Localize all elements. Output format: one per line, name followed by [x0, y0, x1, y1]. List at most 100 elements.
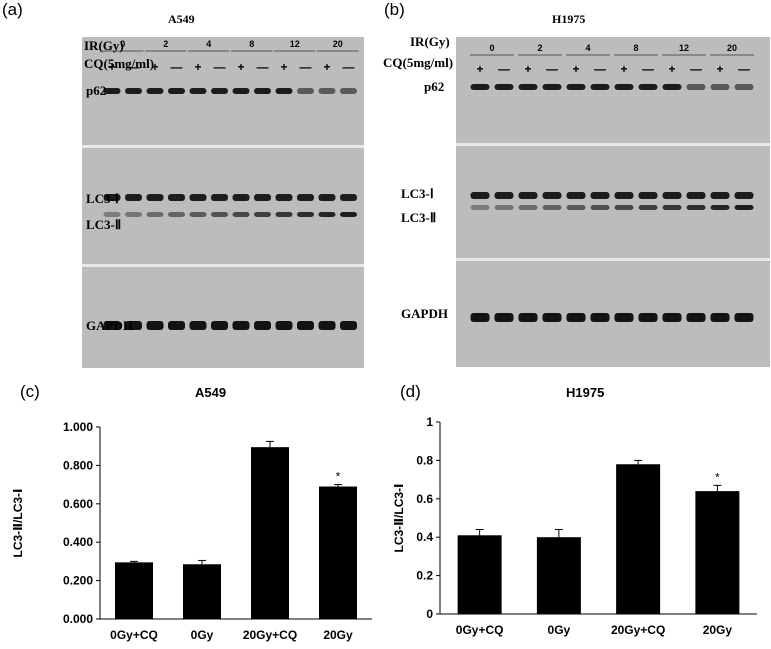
- p62-band: [734, 84, 754, 90]
- y-tick-label: 1: [426, 415, 433, 429]
- y-axis-label: LC3-Ⅱ/LC3-Ⅰ: [392, 483, 406, 552]
- cq-plus-sign: +: [323, 60, 330, 74]
- dose-label-20: 20: [333, 39, 343, 49]
- significance-mark: *: [715, 470, 720, 484]
- gapdh-band: [168, 321, 185, 330]
- chart-d: 0 0.2 0.4 0.6 0.8 1 LC3-Ⅱ/LC3-Ⅰ 0Gy+CQ 0Gy 20Gy+C…: [392, 415, 757, 637]
- cq-minus-sign: —: [690, 62, 702, 76]
- lc3-i-band: [103, 194, 121, 201]
- y-tick-label: 1.000: [63, 420, 93, 434]
- lc3-i-band: [566, 192, 586, 199]
- x-tick-label: 20Gy+CQ: [611, 623, 665, 637]
- gapdh-band: [542, 313, 562, 322]
- gapdh-band: [638, 313, 658, 322]
- y-tick-label: 0.000: [63, 612, 93, 626]
- p62-band: [470, 84, 490, 90]
- cq-minus-sign: —: [343, 60, 355, 74]
- lc3-ii-band: [189, 212, 207, 217]
- lc3-ii-band: [614, 205, 634, 210]
- panel-b-p62-label: p62: [424, 79, 445, 94]
- y-tick-label: 0: [426, 607, 433, 621]
- cq-minus-sign: —: [128, 60, 140, 74]
- x-tick-label: 20Gy: [323, 628, 353, 642]
- lc3-ii-band: [566, 205, 586, 210]
- lc3-ii-band: [232, 212, 250, 217]
- bar-0Gy+CQ: [115, 562, 153, 619]
- lc3-ii-band: [146, 212, 164, 217]
- y-tick-label: 0.400: [63, 535, 93, 549]
- lc3-ii-band: [318, 212, 336, 217]
- cq-minus-sign: —: [642, 62, 654, 76]
- cq-plus-sign: +: [280, 60, 287, 74]
- significance-mark: *: [336, 470, 341, 484]
- gapdh-band: [686, 313, 706, 322]
- lc3-i-band: [168, 194, 185, 201]
- lc3-i-band: [686, 192, 706, 199]
- panel-d-letter: (d): [400, 382, 421, 401]
- dose-label-8: 8: [249, 39, 254, 49]
- panel-b-ir-label: IR(Gy): [410, 34, 450, 49]
- gapdh-band: [662, 313, 682, 322]
- x-tick-label: 0Gy: [191, 628, 214, 642]
- cq-plus-sign: +: [572, 62, 579, 76]
- y-tick-label: 0.800: [63, 458, 93, 472]
- y-tick-label: 0.4: [416, 530, 433, 544]
- gapdh-band: [340, 321, 357, 330]
- lc3-i-band: [297, 194, 314, 201]
- x-tick-label: 0Gy: [548, 623, 571, 637]
- gapdh-band: [275, 321, 293, 330]
- bar-0Gy+CQ: [457, 535, 502, 614]
- gapdh-band: [254, 321, 271, 330]
- p62-band: [297, 88, 314, 94]
- lc3-ii-band: [275, 212, 293, 217]
- lc3-ii-band: [662, 205, 682, 210]
- cq-minus-sign: —: [498, 62, 510, 76]
- panel-b-lc3-i-label: LC3-Ⅰ: [401, 186, 434, 201]
- lc3-ii-band: [470, 205, 490, 210]
- gapdh-band: [125, 321, 142, 330]
- x-tick-label: 20Gy+CQ: [243, 628, 297, 642]
- lc3-ii-band: [734, 205, 754, 210]
- lc3-ii-band: [638, 205, 658, 210]
- lc3-i-band: [614, 192, 634, 199]
- lc3-i-band: [318, 194, 336, 201]
- lc3-i-band: [590, 192, 610, 199]
- lc3-i-band: [146, 194, 164, 201]
- p62-band: [518, 84, 538, 90]
- lc3-i-band: [275, 194, 293, 201]
- bar-0Gy: [536, 537, 581, 614]
- lc3-i-band: [638, 192, 658, 199]
- lc3-ii-band: [686, 205, 706, 210]
- gapdh-band: [494, 313, 514, 322]
- lc3-i-band: [189, 194, 207, 201]
- lc3-ii-band: [103, 212, 121, 217]
- gapdh-band: [470, 313, 490, 322]
- p62-band: [590, 84, 610, 90]
- lc3-i-band: [470, 192, 490, 199]
- dose-label-12: 12: [290, 39, 300, 49]
- p62-band: [275, 88, 293, 94]
- cq-minus-sign: —: [300, 60, 312, 74]
- panel-b-gapdh-label: GAPDH: [401, 306, 448, 321]
- dose-label-0: 0: [120, 39, 125, 49]
- blot-separator: [456, 258, 770, 261]
- lc3-i-band: [518, 192, 538, 199]
- dose-label-12: 12: [679, 43, 689, 53]
- chart-c-title: A549: [195, 385, 227, 400]
- p62-band: [232, 88, 250, 94]
- cq-minus-sign: —: [257, 60, 269, 74]
- chart-d-title: H1975: [566, 385, 605, 400]
- panel-b-letter: (b): [384, 0, 405, 19]
- lc3-i-band: [734, 192, 754, 199]
- dose-label-2: 2: [163, 39, 168, 49]
- p62-band: [662, 84, 682, 90]
- lc3-ii-band: [211, 212, 228, 217]
- p62-band: [614, 84, 634, 90]
- lc3-i-band: [662, 192, 682, 199]
- cq-minus-sign: —: [738, 62, 750, 76]
- lc3-ii-band: [590, 205, 610, 210]
- bar-20Gy+CQ: [616, 464, 661, 614]
- cq-minus-sign: —: [594, 62, 606, 76]
- lc3-i-band: [542, 192, 562, 199]
- panel-a-letter: (a): [2, 0, 23, 19]
